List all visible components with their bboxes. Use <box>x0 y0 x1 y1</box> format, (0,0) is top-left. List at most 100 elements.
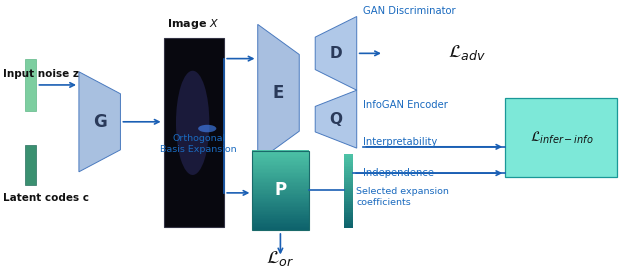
Bar <box>252 180 308 181</box>
Bar <box>344 224 353 227</box>
Bar <box>344 197 353 199</box>
Bar <box>252 160 308 161</box>
Bar <box>344 190 353 191</box>
Bar <box>252 218 308 219</box>
Bar <box>344 160 353 162</box>
Bar <box>252 185 308 186</box>
Text: $\mathcal{L}_{adv}$: $\mathcal{L}_{adv}$ <box>448 43 486 62</box>
Bar <box>252 210 308 211</box>
Bar <box>252 165 308 167</box>
Bar <box>344 215 353 217</box>
Bar <box>344 219 353 221</box>
Bar <box>344 195 353 197</box>
Bar <box>252 198 308 200</box>
Text: P: P <box>275 181 287 199</box>
Bar <box>252 219 308 221</box>
Bar <box>344 191 353 193</box>
Bar <box>344 171 353 173</box>
Bar <box>164 38 224 227</box>
Bar <box>252 212 308 214</box>
Polygon shape <box>258 24 300 161</box>
Bar <box>252 157 308 159</box>
Text: InfoGAN Encoder: InfoGAN Encoder <box>363 100 447 110</box>
Bar <box>252 187 308 189</box>
Polygon shape <box>79 72 120 172</box>
Bar <box>344 158 353 160</box>
Text: G: G <box>93 113 106 131</box>
Bar <box>252 173 308 174</box>
Bar <box>252 216 308 218</box>
Bar <box>252 177 308 178</box>
Bar <box>252 201 308 202</box>
Ellipse shape <box>176 71 209 175</box>
Bar <box>252 150 308 152</box>
Bar <box>252 214 308 215</box>
Text: E: E <box>273 84 284 102</box>
Bar <box>25 146 36 185</box>
Bar <box>252 208 308 210</box>
Circle shape <box>198 125 216 132</box>
Bar <box>252 151 308 230</box>
Bar <box>252 170 308 172</box>
Bar <box>344 201 353 202</box>
Bar <box>344 175 353 177</box>
Text: Input noise z: Input noise z <box>3 69 79 79</box>
Bar <box>252 223 308 224</box>
Bar <box>252 153 308 155</box>
Bar <box>344 162 353 164</box>
Bar <box>252 211 308 213</box>
Bar <box>344 199 353 201</box>
Bar <box>252 199 308 201</box>
Bar <box>252 164 308 165</box>
Bar <box>252 193 308 194</box>
Polygon shape <box>316 90 356 148</box>
Bar <box>344 156 353 158</box>
Bar <box>344 210 353 212</box>
Bar <box>252 181 308 182</box>
Bar <box>344 164 353 166</box>
Bar <box>252 224 308 226</box>
Bar <box>252 161 308 163</box>
Text: GAN Discriminator: GAN Discriminator <box>363 6 456 16</box>
Bar <box>344 182 353 184</box>
Bar <box>252 171 308 173</box>
Bar <box>252 189 308 190</box>
Bar <box>252 166 308 168</box>
Bar <box>344 226 353 228</box>
Bar <box>252 197 308 198</box>
Bar <box>252 195 308 197</box>
Bar <box>344 212 353 214</box>
Bar <box>252 225 308 227</box>
Bar <box>252 178 308 180</box>
Bar <box>344 208 353 210</box>
Bar <box>344 213 353 215</box>
Bar <box>252 191 308 193</box>
Bar <box>252 158 308 160</box>
Bar <box>252 220 308 222</box>
Text: Q: Q <box>330 112 342 127</box>
Bar <box>252 168 308 169</box>
Bar <box>252 194 308 195</box>
Text: Independence: Independence <box>363 168 434 178</box>
Bar <box>344 166 353 168</box>
Bar <box>252 203 308 205</box>
Bar <box>344 177 353 179</box>
Bar <box>252 227 308 228</box>
Bar <box>344 169 353 171</box>
Bar <box>344 154 353 157</box>
Text: Selected expansion
coefficients: Selected expansion coefficients <box>356 187 449 207</box>
Bar <box>252 152 308 153</box>
Bar <box>252 215 308 217</box>
Bar <box>344 204 353 206</box>
Text: Interpretability: Interpretability <box>363 137 437 147</box>
Bar <box>25 59 36 111</box>
Bar <box>252 154 308 156</box>
Bar <box>344 193 353 195</box>
Bar <box>344 206 353 208</box>
Bar <box>344 186 353 188</box>
Bar <box>252 202 308 203</box>
Bar <box>252 183 308 185</box>
Text: Orthogonal
Basis Expansion: Orthogonal Basis Expansion <box>161 134 237 154</box>
Bar <box>344 223 353 225</box>
Bar <box>252 222 308 223</box>
